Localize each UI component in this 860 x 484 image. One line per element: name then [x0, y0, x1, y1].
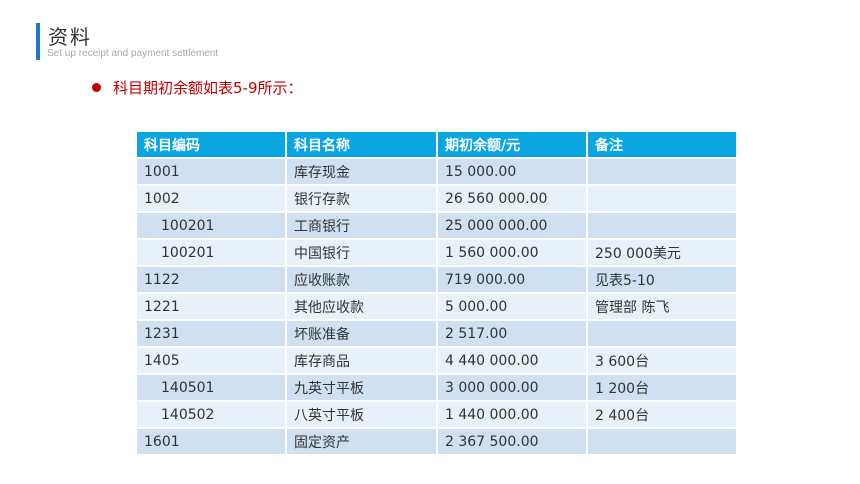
cell-name: 库存现金	[285, 157, 438, 186]
cell-name: 库存商品	[285, 346, 438, 375]
cell-code: 100201	[135, 211, 287, 240]
account-balance-table: 科目编码 科目名称 期初余额/元 备注 1001 库存现金 15 000.00 100…	[135, 130, 738, 456]
bullet-dot-icon	[92, 83, 101, 92]
cell-balance: 2 367 500.00	[436, 427, 588, 456]
cell-name: 其他应收款	[285, 292, 438, 321]
column-header-note: 备注	[586, 130, 738, 159]
cell-code: 140501	[135, 373, 287, 402]
bullet-line: 科目期初余额如表5-9所示：	[92, 77, 303, 98]
table-row: 100201 工商银行 25 000 000.00	[135, 211, 738, 240]
cell-balance: 4 440 000.00	[436, 346, 588, 375]
cell-code: 1002	[135, 184, 287, 213]
column-header-code: 科目编码	[135, 130, 287, 159]
cell-note: 1 200台	[586, 373, 738, 402]
table-header-row: 科目编码 科目名称 期初余额/元 备注	[135, 130, 738, 159]
cell-name: 固定资产	[285, 427, 438, 456]
cell-code: 1601	[135, 427, 287, 456]
cell-balance: 25 000 000.00	[436, 211, 588, 240]
table-row: 1405 库存商品 4 440 000.00 3 600台	[135, 346, 738, 375]
cell-name: 应收账款	[285, 265, 438, 294]
cell-balance: 719 000.00	[436, 265, 588, 294]
cell-note	[586, 319, 738, 348]
table-row: 1002 银行存款 26 560 000.00	[135, 184, 738, 213]
title-accent-bar	[36, 23, 40, 60]
table-row: 1001 库存现金 15 000.00	[135, 157, 738, 186]
table-row: 1231 坏账准备 2 517.00	[135, 319, 738, 348]
cell-balance: 1 440 000.00	[436, 400, 588, 429]
table-row: 100201 中国银行 1 560 000.00 250 000美元	[135, 238, 738, 267]
table-row: 140501 九英寸平板 3 000 000.00 1 200台	[135, 373, 738, 402]
cell-note: 2 400台	[586, 400, 738, 429]
table-body: 1001 库存现金 15 000.00 1002 银行存款 26 560 000.00 10…	[135, 157, 738, 456]
table-row: 1601 固定资产 2 367 500.00	[135, 427, 738, 456]
bullet-text: 科目期初余额如表5-9所示：	[113, 79, 303, 97]
table-row: 1221 其他应收款 5 000.00 管理部 陈飞	[135, 292, 738, 321]
column-header-name: 科目名称	[285, 130, 438, 159]
cell-balance: 26 560 000.00	[436, 184, 588, 213]
cell-balance: 15 000.00	[436, 157, 588, 186]
column-header-balance: 期初余额/元	[436, 130, 588, 159]
cell-name: 坏账准备	[285, 319, 438, 348]
page-subtitle: Set up receipt and payment settlement	[47, 48, 219, 59]
cell-code: 1405	[135, 346, 287, 375]
cell-note: 管理部 陈飞	[586, 292, 738, 321]
cell-name: 八英寸平板	[285, 400, 438, 429]
cell-code: 1221	[135, 292, 287, 321]
cell-note: 见表5-10	[586, 265, 738, 294]
cell-balance: 1 560 000.00	[436, 238, 588, 267]
cell-code: 100201	[135, 238, 287, 267]
cell-name: 银行存款	[285, 184, 438, 213]
cell-code: 1001	[135, 157, 287, 186]
cell-balance: 2 517.00	[436, 319, 588, 348]
cell-note	[586, 184, 738, 213]
cell-name: 工商银行	[285, 211, 438, 240]
cell-code: 1122	[135, 265, 287, 294]
cell-note	[586, 427, 738, 456]
cell-code: 140502	[135, 400, 287, 429]
cell-note	[586, 157, 738, 186]
cell-name: 中国银行	[285, 238, 438, 267]
cell-note: 250 000美元	[586, 238, 738, 267]
cell-note: 3 600台	[586, 346, 738, 375]
page-title: 资料	[48, 25, 92, 49]
table-row: 1122 应收账款 719 000.00 见表5-10	[135, 265, 738, 294]
cell-balance: 5 000.00	[436, 292, 588, 321]
cell-code: 1231	[135, 319, 287, 348]
cell-balance: 3 000 000.00	[436, 373, 588, 402]
cell-name: 九英寸平板	[285, 373, 438, 402]
cell-note	[586, 211, 738, 240]
table-row: 140502 八英寸平板 1 440 000.00 2 400台	[135, 400, 738, 429]
